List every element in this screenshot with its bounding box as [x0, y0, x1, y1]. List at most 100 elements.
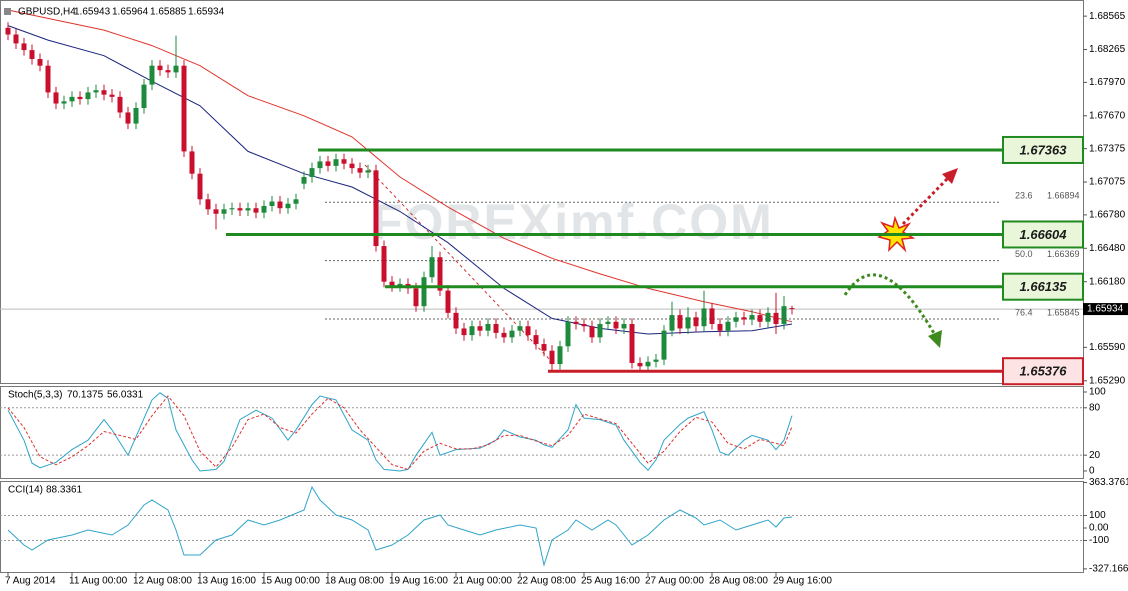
level-label: 1.66135 [1020, 279, 1068, 294]
indicator-line [7, 395, 793, 470]
candle-body [397, 283, 403, 287]
candle-body [117, 96, 123, 113]
y-tick-label: 100 [1089, 387, 1106, 398]
candle-body [109, 94, 115, 97]
current-price-tag [1083, 303, 1128, 316]
moving-average [7, 25, 793, 335]
candle-body [141, 84, 147, 108]
y-tick-label: 1.65290 [1089, 375, 1126, 386]
candle-body [21, 43, 27, 51]
candle-body [517, 326, 523, 331]
candle-body [773, 312, 779, 324]
candle-body [333, 159, 339, 166]
level-box [1002, 220, 1084, 249]
candle-body [253, 208, 259, 213]
candle-body [781, 306, 787, 324]
x-tick-label: 12 Aug 08:00 [133, 576, 192, 587]
candle-body [221, 209, 227, 214]
candle-body [757, 315, 763, 322]
cci-title: CCI(14) [8, 485, 43, 496]
y-tick-label: 1.68265 [1089, 44, 1126, 55]
candle-body [573, 321, 579, 324]
current-price-label: 1.65934 [1087, 304, 1124, 315]
high: 1.65964 [112, 7, 149, 18]
stoch-main-value: 70.1375 [67, 390, 104, 401]
candle-body [581, 323, 587, 327]
candle-body [437, 257, 443, 291]
candle-body [469, 326, 475, 336]
level-box [1002, 357, 1084, 386]
fib-price-label: 1.65845 [1047, 307, 1080, 317]
candle-body [741, 317, 747, 320]
candle-body [557, 346, 563, 365]
y-tick-label: 1.66180 [1089, 276, 1126, 287]
fib-level-label: 76.4 [1015, 307, 1033, 317]
candle-body [197, 173, 203, 200]
candle-body [429, 257, 435, 278]
y-tick-label: 1.67670 [1089, 110, 1126, 121]
fib-price-label: 1.66369 [1047, 249, 1080, 259]
candle-body [613, 321, 619, 329]
candle-body [285, 203, 291, 209]
candle-body [789, 308, 795, 310]
candle-body [165, 70, 171, 73]
watermark: FOREXimf.COM [372, 194, 774, 250]
fib-level-label: 50.0 [1015, 249, 1033, 259]
candle-body [373, 170, 379, 247]
candle-body [237, 208, 243, 211]
y-tick-label: -100 [1089, 535, 1109, 546]
candle-body [541, 344, 547, 351]
candle-body [5, 27, 11, 35]
candle-body [173, 65, 179, 73]
candle-body [477, 326, 483, 331]
up-arrowhead [942, 168, 958, 184]
x-tick-label: 11 Aug 00:00 [69, 576, 128, 587]
x-tick-label: 7 Aug 2014 [5, 576, 56, 587]
candle-body [765, 312, 771, 322]
candle-body [565, 321, 571, 347]
candle-body [317, 161, 323, 169]
candle-body [245, 208, 251, 211]
candle-body [501, 332, 507, 338]
candle-body [229, 208, 235, 210]
candle-body [413, 288, 419, 307]
y-tick-label: 0.00 [1089, 523, 1109, 534]
y-tick-label: 1.66780 [1089, 210, 1126, 221]
x-tick-label: 19 Aug 16:00 [389, 576, 448, 587]
candle-body [445, 290, 451, 313]
down-arrow [843, 273, 937, 336]
candle-body [149, 65, 155, 85]
down-arrowhead [928, 330, 942, 348]
candle-body [261, 205, 267, 213]
candle-body [621, 323, 627, 329]
y-tick-label: 100 [1089, 510, 1106, 521]
x-tick-label: 27 Aug 00:00 [645, 576, 704, 587]
candle-body [645, 361, 651, 367]
candle-body [309, 168, 315, 178]
candle-body [325, 161, 331, 166]
y-tick-label: 1.67075 [1089, 177, 1126, 188]
candle-body [189, 151, 195, 174]
candle-body [205, 199, 211, 210]
candle-body [701, 308, 707, 327]
candle-body [213, 209, 219, 214]
candle-body [77, 96, 83, 100]
candle-body [381, 246, 387, 282]
x-tick-label: 22 Aug 08:00 [517, 576, 576, 587]
y-tick-label: 80 [1089, 402, 1101, 413]
candle-body [733, 317, 739, 322]
x-tick-label: 21 Aug 00:00 [453, 576, 512, 587]
candle-body [717, 323, 723, 331]
candle-body [637, 362, 643, 367]
low: 1.65885 [150, 7, 187, 18]
stoch-title: Stoch(5,3,3) [8, 390, 62, 401]
candle-body [85, 92, 91, 100]
candle-body [709, 308, 715, 324]
y-tick-label: 1.67970 [1089, 77, 1126, 88]
y-tick-label: 0 [1089, 466, 1095, 477]
stoch-signal-value: 56.0331 [107, 390, 144, 401]
up-arrow [901, 174, 952, 226]
candle-body [629, 323, 635, 363]
candle-body [125, 112, 131, 124]
candle-body [549, 350, 555, 365]
